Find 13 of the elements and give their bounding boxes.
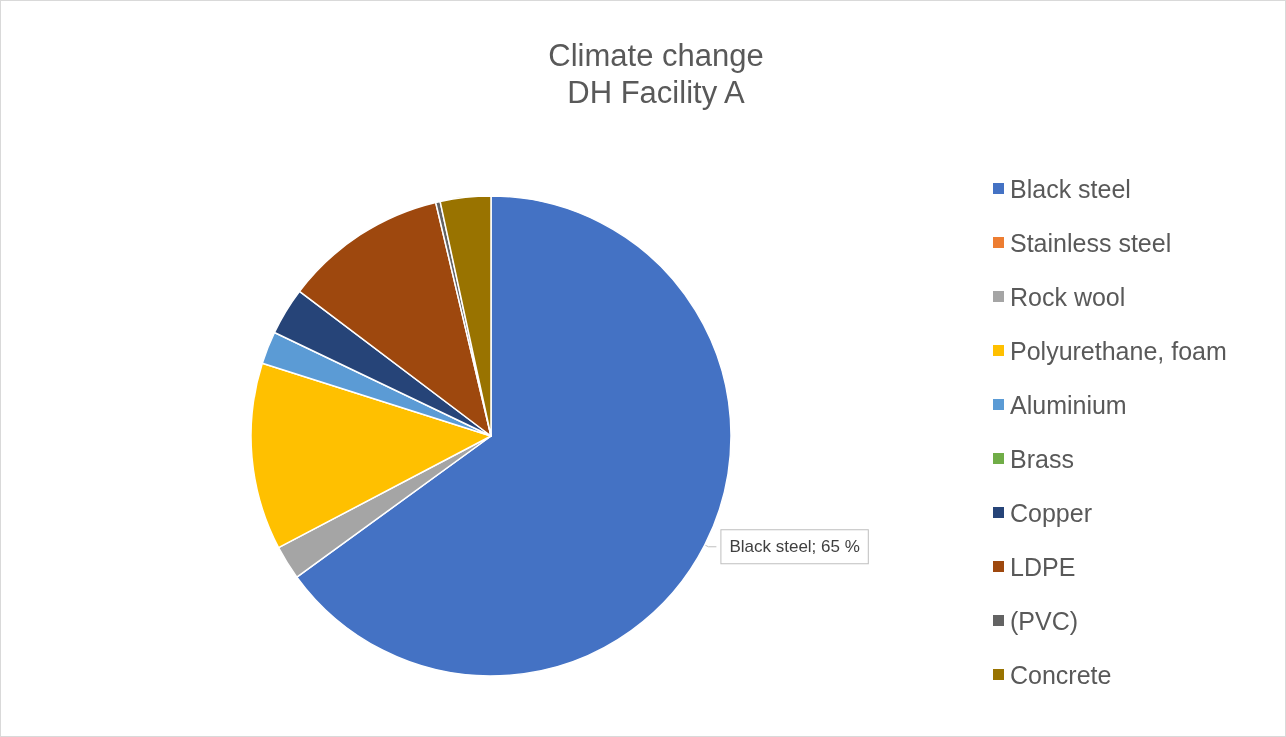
legend-label: Black steel (1010, 174, 1131, 203)
legend-label: Copper (1010, 498, 1092, 527)
data-label: Black steel; 65 % (729, 537, 860, 557)
legend-label: (PVC) (1010, 606, 1079, 635)
legend-label: LDPE (1010, 552, 1076, 581)
legend-label: Brass (1010, 444, 1074, 473)
legend-label: Stainless steel (1010, 228, 1172, 257)
legend-label: Polyurethane, foam (1010, 336, 1227, 365)
chart-subtitle: DH Facility A (567, 75, 746, 110)
legend-label: Concrete (1010, 660, 1112, 689)
chart-title: Climate change (548, 38, 764, 73)
legend-label: Rock wool (1010, 282, 1126, 311)
legend-label: Aluminium (1010, 390, 1127, 419)
